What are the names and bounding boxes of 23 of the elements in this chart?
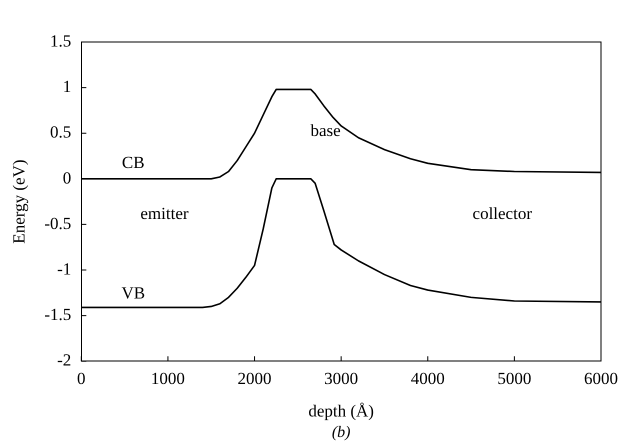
annotation: CB xyxy=(122,152,145,172)
x-tick-label: 1000 xyxy=(150,368,185,388)
y-tick-label: 1 xyxy=(62,77,72,96)
annotation: emitter xyxy=(140,204,189,223)
y-axis-title: Energy (eV) xyxy=(10,160,29,244)
annotation: collector xyxy=(472,204,532,223)
y-tick-label: -0.5 xyxy=(44,214,72,233)
x-tick-label: 2000 xyxy=(238,368,272,388)
annotation: base xyxy=(310,120,341,140)
y-tick-label: 0 xyxy=(62,168,72,188)
x-tick-label: 3000 xyxy=(324,368,358,388)
y-tick-label: 1.5 xyxy=(50,31,72,50)
x-tick-label: 5000 xyxy=(497,368,532,388)
annotation: VB xyxy=(121,284,146,303)
x-tick-label: 6000 xyxy=(584,368,618,388)
y-tick-label: -1.5 xyxy=(44,305,72,324)
x-tick-label: 0 xyxy=(77,368,86,388)
x-tick-label: 4000 xyxy=(410,368,445,388)
x-axis-title: depth (Å) xyxy=(308,401,374,420)
y-tick-label: -1 xyxy=(57,259,72,278)
text: (b) xyxy=(332,424,350,442)
y-tick-label: -2 xyxy=(57,350,72,370)
y-tick-label: 0.5 xyxy=(50,122,72,142)
